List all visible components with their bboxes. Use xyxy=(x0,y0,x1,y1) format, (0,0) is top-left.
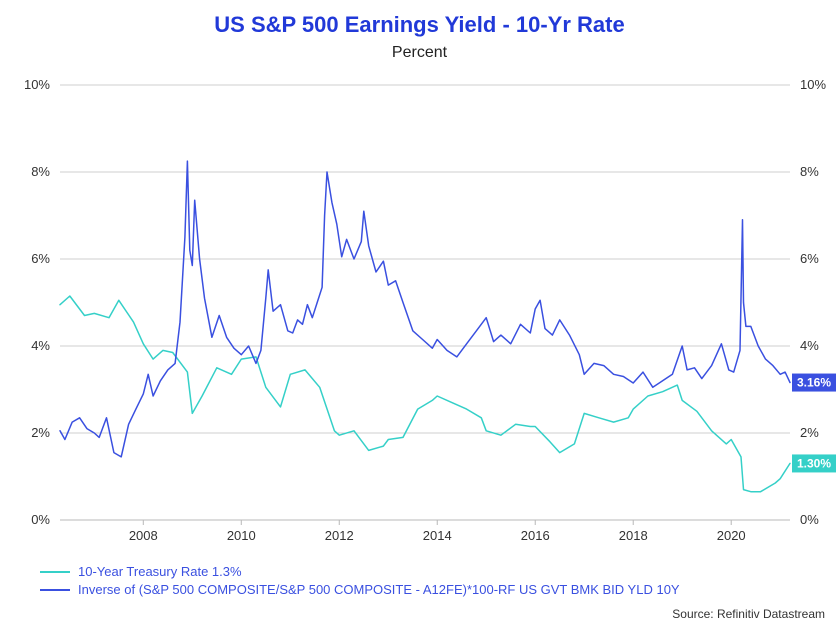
legend-swatch xyxy=(40,589,70,591)
y-axis-tick-right: 10% xyxy=(800,77,826,92)
x-axis-tick: 2014 xyxy=(423,528,452,543)
series-ten_year_treasury xyxy=(60,296,790,492)
y-axis-tick-right: 6% xyxy=(800,251,819,266)
legend: 10-Year Treasury Rate 1.3%Inverse of (S&… xyxy=(40,563,680,599)
y-axis-tick-left: 4% xyxy=(31,338,50,353)
x-axis-tick: 2016 xyxy=(521,528,550,543)
y-axis-tick-left: 2% xyxy=(31,425,50,440)
chart-title: US S&P 500 Earnings Yield - 10-Yr Rate xyxy=(0,12,839,38)
legend-label: Inverse of (S&P 500 COMPOSITE/S&P 500 CO… xyxy=(78,581,680,599)
x-axis-tick: 2010 xyxy=(227,528,256,543)
y-axis-tick-left: 0% xyxy=(31,512,50,527)
x-axis-tick: 2012 xyxy=(325,528,354,543)
legend-swatch xyxy=(40,571,70,573)
end-label-earnings_yield_spread: 3.16% xyxy=(797,376,831,390)
source-attribution: Source: Refinitiv Datastream xyxy=(672,607,825,621)
y-axis-tick-left: 8% xyxy=(31,164,50,179)
series-earnings_yield_spread xyxy=(60,161,790,457)
end-label-ten_year_treasury: 1.30% xyxy=(797,456,831,470)
y-axis-tick-left: 6% xyxy=(31,251,50,266)
legend-item: Inverse of (S&P 500 COMPOSITE/S&P 500 CO… xyxy=(40,581,680,599)
y-axis-tick-right: 2% xyxy=(800,425,819,440)
legend-label: 10-Year Treasury Rate 1.3% xyxy=(78,563,242,581)
y-axis-tick-left: 10% xyxy=(24,77,50,92)
chart-container: US S&P 500 Earnings Yield - 10-Yr Rate P… xyxy=(0,0,839,627)
chart-subtitle: Percent xyxy=(0,44,839,62)
y-axis-tick-right: 4% xyxy=(800,338,819,353)
x-axis-tick: 2020 xyxy=(717,528,746,543)
y-axis-tick-right: 0% xyxy=(800,512,819,527)
y-axis-tick-right: 8% xyxy=(800,164,819,179)
x-axis-tick: 2008 xyxy=(129,528,158,543)
x-axis-tick: 2018 xyxy=(619,528,648,543)
legend-item: 10-Year Treasury Rate 1.3% xyxy=(40,563,680,581)
chart-plot: 0% 0% 2% 2% 4% 4% 6% 6% 8% 8% 10% 10% 2008 2010 2012 20… xyxy=(0,0,839,627)
